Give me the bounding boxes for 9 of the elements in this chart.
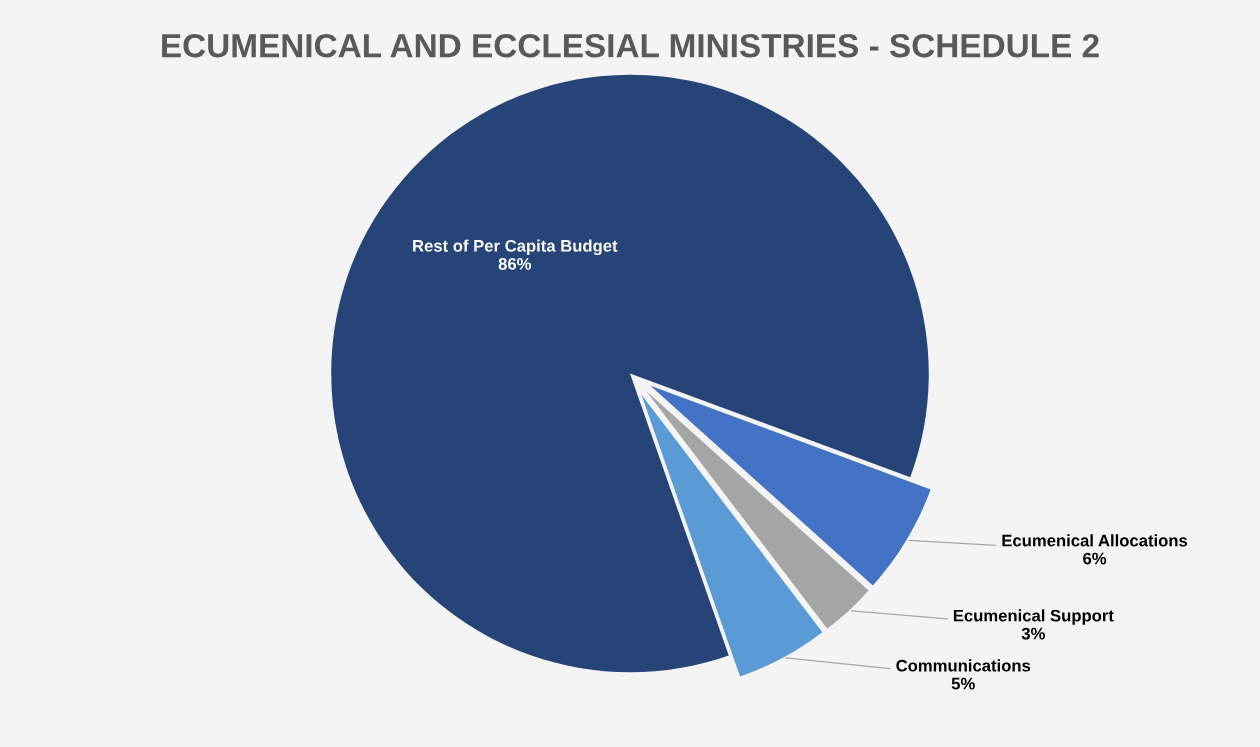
slice-label: Ecumenical Allocations — [1002, 534, 1188, 547]
chart-title: ECUMENICAL AND ECCLESIAL MINISTRIES - SCHEDULE 2 — [162, 33, 1099, 58]
slice-label: Ecumenical Support — [953, 609, 1114, 625]
slice-label: Rest of Per Capita Budget — [413, 239, 618, 256]
data-label: 6% — [1083, 552, 1107, 565]
data-label: 3% — [1021, 627, 1045, 640]
data-label: 5% — [951, 677, 975, 690]
data-label: 86% — [498, 257, 532, 270]
slice-label: Communications — [896, 659, 1031, 672]
